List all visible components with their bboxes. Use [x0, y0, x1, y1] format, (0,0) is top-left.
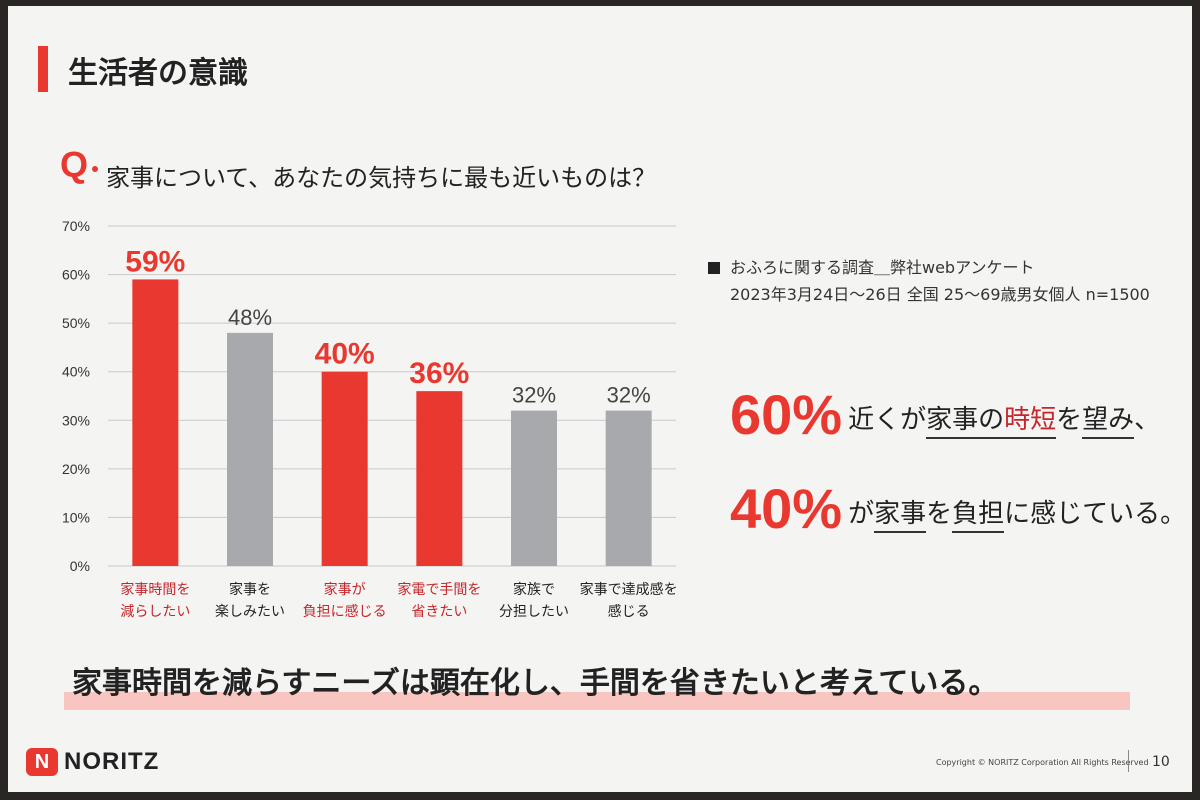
- title-accent-bar: [38, 46, 48, 92]
- highlight-1-before: 近くが: [848, 405, 927, 435]
- highlight-1-u1-red: 時短: [1004, 405, 1057, 435]
- x-tick-label: 家電で手間を: [397, 581, 481, 598]
- conclusion-text: 家事時間を減らすニーズは顕在化し、手間を省きたいと考えている。: [72, 666, 999, 701]
- x-tick-label: 負担に感じる: [303, 603, 387, 620]
- x-tick-label: 家事が: [324, 581, 366, 598]
- y-tick-label: 20%: [62, 461, 90, 477]
- highlight-2-u1: 家事: [874, 499, 927, 533]
- data-label: 40%: [315, 338, 375, 371]
- highlight-1-underlined-1: 家事の時短: [926, 405, 1057, 439]
- page-number: 10: [1152, 754, 1170, 770]
- highlight-2-mid: を: [926, 499, 953, 529]
- y-tick-label: 30%: [62, 412, 90, 428]
- x-tick-label: 感じる: [608, 603, 650, 620]
- y-tick-label: 60%: [62, 267, 90, 283]
- y-tick-label: 40%: [62, 364, 90, 380]
- x-tick-label: 省きたい: [411, 604, 467, 620]
- question-label: Q: [60, 144, 89, 185]
- slide-title: 生活者の意識: [68, 56, 248, 91]
- bar: [227, 332, 273, 566]
- noritz-logo-mark: N: [26, 748, 58, 776]
- data-label: 36%: [409, 357, 469, 390]
- x-tick-label: 家事時間を: [120, 581, 190, 598]
- data-label: 32%: [607, 383, 651, 408]
- noritz-logo-text: NORITZ: [64, 748, 160, 775]
- bar: [416, 391, 463, 566]
- question-dot: [92, 166, 98, 172]
- x-tick-label: 家事を: [229, 581, 271, 598]
- highlight-2-pct: 40%: [730, 477, 843, 540]
- data-label: 32%: [512, 383, 556, 408]
- conclusion-highlight-band: [64, 692, 1130, 710]
- bar: [132, 279, 179, 566]
- highlight-1-pct: 60%: [730, 383, 843, 446]
- footer-separator: [1128, 750, 1129, 772]
- x-tick-label: 分担したい: [499, 604, 569, 620]
- highlight-2-after: に感じている。: [1004, 499, 1187, 529]
- x-tick-label: 家族で: [513, 581, 555, 598]
- bar: [511, 410, 557, 566]
- highlight-1: 60% 近くが家事の時短を望み、: [730, 382, 1160, 447]
- x-tick-label: 家事で達成感を: [580, 581, 678, 598]
- question-text: 家事について、あなたの気持ちに最も近いものは？: [106, 164, 657, 192]
- note-line-1: おふろに関する調査＿弊社webアンケート: [730, 258, 1035, 277]
- y-tick-label: 10%: [62, 509, 90, 525]
- highlight-2-before: が: [848, 499, 875, 529]
- y-tick-label: 50%: [62, 315, 90, 331]
- highlight-1-mid: を: [1056, 405, 1083, 435]
- y-tick-label: 0%: [70, 558, 90, 574]
- highlight-1-after: 、: [1134, 405, 1161, 435]
- y-tick-label: 70%: [62, 218, 90, 234]
- highlight-2-u2: 負担: [952, 499, 1005, 533]
- note-line-2: 2023年3月24日～26日 全国 25～69歳男女個人 n=1500: [730, 285, 1150, 304]
- slide: 生活者の意識 Q 家事について、あなたの気持ちに最も近いものは？ 0% 10% 20…: [8, 6, 1192, 792]
- highlight-1-u2: 望み: [1082, 405, 1135, 439]
- x-tick-label: 減らしたい: [120, 603, 190, 620]
- data-label: 59%: [125, 245, 185, 278]
- data-label: 48%: [228, 305, 272, 330]
- highlight-2: 40% が家事を負担に感じている。: [730, 476, 1186, 541]
- bar: [605, 410, 652, 566]
- survey-note: おふろに関する調査＿弊社webアンケート 2023年3月24日～26日 全国 2…: [708, 254, 1150, 308]
- copyright-text: Copyright © NORITZ Corporation All Right…: [936, 758, 1149, 767]
- note-bullet: [708, 262, 720, 274]
- x-tick-label: 楽しみたい: [215, 604, 285, 620]
- bar: [321, 371, 368, 566]
- highlight-1-u1: 家事の: [926, 405, 1005, 435]
